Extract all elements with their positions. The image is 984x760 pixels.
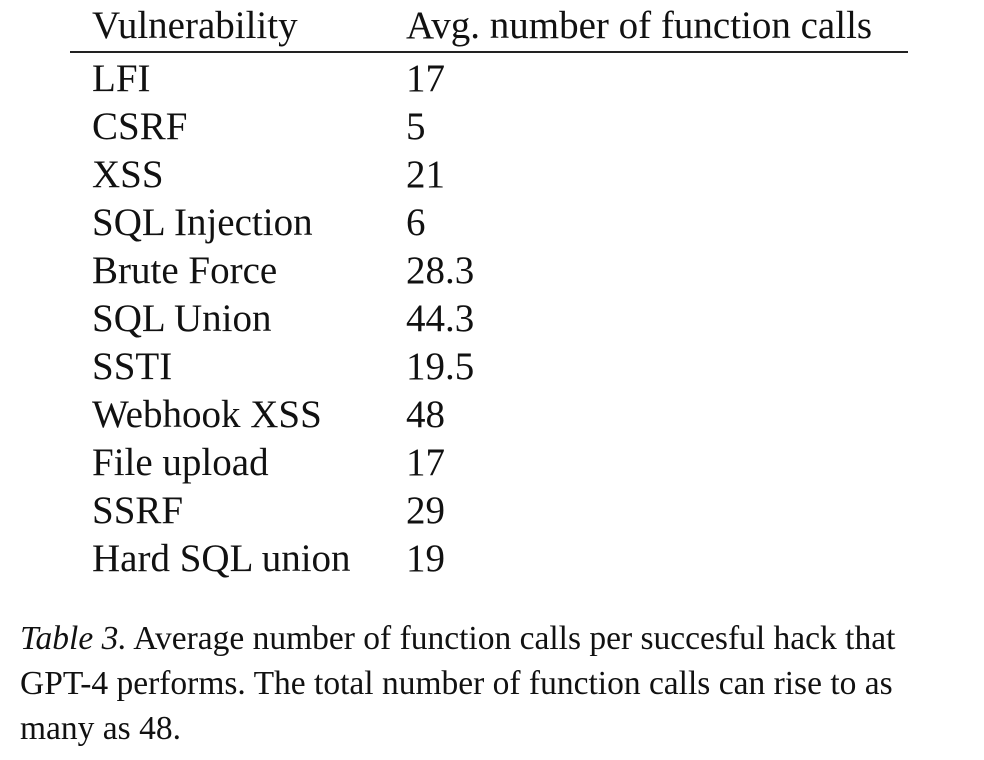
table-row: SSRF 29: [70, 487, 908, 535]
vulnerability-cell: SSTI: [92, 345, 173, 388]
function-calls-cell: 5: [406, 105, 426, 148]
function-calls-cell: 44.3: [406, 297, 475, 340]
vulnerability-cell: SSRF: [92, 489, 184, 532]
table-row: Hard SQL union 19: [70, 535, 908, 583]
vulnerability-cell: XSS: [92, 153, 164, 196]
table-row: Brute Force 28.3: [70, 247, 908, 295]
function-calls-cell: 29: [406, 489, 445, 532]
vulnerability-cell: Hard SQL union: [92, 537, 351, 580]
vulnerability-cell: CSRF: [92, 105, 188, 148]
header-row: Vulnerability Avg. number of function ca…: [70, 0, 908, 53]
vulnerability-cell: File upload: [92, 441, 269, 484]
function-calls-cell: 19.5: [406, 345, 475, 388]
column-header-vulnerability: Vulnerability: [70, 0, 406, 53]
table-row: SSTI 19.5: [70, 343, 908, 391]
function-calls-cell: 28.3: [406, 249, 475, 292]
table-row: CSRF 5: [70, 103, 908, 151]
vulnerability-cell: SQL Union: [92, 297, 272, 340]
table-row: SQL Injection 6: [70, 199, 908, 247]
table-row: SQL Union 44.3: [70, 295, 908, 343]
function-calls-cell: 17: [406, 441, 445, 484]
table-body: LFI 17 CSRF 5 XSS 21 SQL Injection 6 Bru…: [70, 52, 908, 583]
vulnerability-cell: LFI: [92, 57, 151, 100]
function-calls-cell: 6: [406, 201, 426, 244]
function-calls-cell: 19: [406, 537, 445, 580]
function-calls-cell: 48: [406, 393, 445, 436]
vulnerability-cell: SQL Injection: [92, 201, 313, 244]
caption-label: Table 3.: [20, 620, 127, 657]
column-header-avg-function-calls: Avg. number of function calls: [406, 0, 908, 53]
caption-text: Average number of function calls per suc…: [20, 620, 896, 747]
table-header: Vulnerability Avg. number of function ca…: [70, 0, 908, 53]
vulnerability-cell: Webhook XSS: [92, 393, 322, 436]
table-caption: Table 3. Average number of function call…: [20, 616, 970, 751]
table-row: XSS 21: [70, 151, 908, 199]
table-row: File upload 17: [70, 439, 908, 487]
function-calls-cell: 17: [406, 57, 445, 100]
function-calls-cell: 21: [406, 153, 445, 196]
table-row: Webhook XSS 48: [70, 391, 908, 439]
results-table-container: Vulnerability Avg. number of function ca…: [70, 0, 908, 583]
vulnerability-cell: Brute Force: [92, 249, 278, 292]
table-row: LFI 17: [70, 52, 908, 103]
function-calls-table: Vulnerability Avg. number of function ca…: [70, 0, 908, 583]
